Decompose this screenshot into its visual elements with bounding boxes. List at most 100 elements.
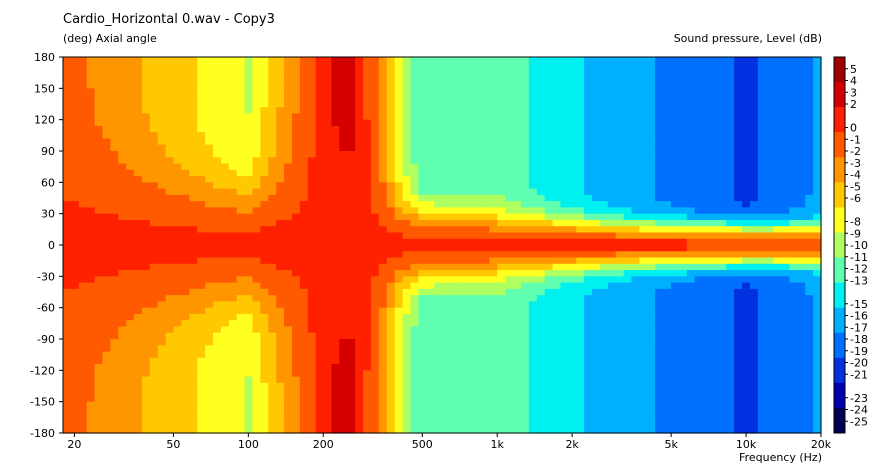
heatmap-cell: [473, 257, 483, 265]
heatmap-cell: [110, 163, 119, 171]
heatmap-cell: [536, 320, 546, 328]
heatmap-cell: [607, 88, 617, 96]
heatmap-cell: [189, 125, 198, 133]
heatmap-cell: [576, 138, 585, 146]
heatmap-cell: [315, 232, 325, 240]
heatmap-cell: [78, 188, 88, 196]
heatmap-cell: [78, 263, 88, 271]
heatmap-cell: [260, 282, 269, 290]
heatmap-cell: [363, 69, 372, 77]
heatmap-cell: [205, 201, 214, 208]
heatmap-cell: [252, 94, 261, 102]
heatmap-cell: [481, 263, 490, 271]
heatmap-cell: [299, 238, 309, 246]
heatmap-cell: [599, 351, 609, 359]
heatmap-cell: [228, 345, 238, 353]
heatmap-cell: [552, 376, 562, 384]
heatmap-cell: [126, 345, 135, 353]
heatmap-cell: [355, 357, 364, 365]
heatmap-cell: [260, 219, 269, 227]
heatmap-cell: [402, 313, 412, 321]
heatmap-cell: [363, 326, 372, 334]
heatmap-cell: [141, 420, 151, 428]
heatmap-cell: [647, 213, 656, 221]
heatmap-cell: [94, 282, 104, 290]
heatmap-cell: [63, 326, 72, 334]
heatmap-cell: [663, 320, 672, 328]
heatmap-cell: [94, 270, 104, 277]
heatmap-cell: [331, 263, 340, 271]
heatmap-cell: [505, 82, 514, 89]
heatmap-cell: [347, 288, 356, 296]
heatmap-cell: [710, 82, 719, 89]
heatmap-cell: [663, 245, 672, 252]
heatmap-cell: [213, 201, 222, 208]
heatmap-cell: [655, 219, 664, 227]
heatmap-cell: [94, 370, 104, 378]
heatmap-cell: [386, 414, 396, 422]
heatmap-cell: [181, 194, 190, 202]
heatmap-cell: [418, 138, 427, 146]
heatmap-cell: [228, 420, 238, 428]
heatmap-cell: [197, 401, 206, 409]
heatmap-cell: [615, 232, 625, 240]
heatmap-cell: [497, 207, 506, 215]
heatmap-cell: [102, 351, 111, 359]
heatmap-cell: [110, 426, 119, 434]
heatmap-cell: [505, 163, 514, 171]
heatmap-cell: [442, 163, 451, 171]
heatmap-cell: [576, 270, 585, 277]
heatmap-cell: [291, 188, 301, 196]
heatmap-cell: [307, 332, 317, 340]
heatmap-cell: [181, 370, 190, 378]
heatmap-cell: [520, 382, 530, 390]
heatmap-cell: [386, 339, 396, 346]
heatmap-cell: [465, 132, 475, 140]
heatmap-cell: [197, 251, 206, 259]
heatmap-cell: [607, 276, 617, 284]
heatmap-cell: [197, 263, 206, 271]
heatmap-cell: [457, 339, 467, 346]
heatmap-cell: [631, 182, 640, 190]
heatmap-cell: [252, 144, 261, 152]
heatmap-cell: [228, 276, 238, 284]
heatmap-cell: [236, 201, 246, 208]
heatmap-cell: [647, 232, 656, 240]
heatmap-cell: [655, 238, 664, 246]
heatmap-cell: [592, 226, 601, 234]
heatmap-cell: [544, 151, 554, 158]
heatmap-cell: [363, 245, 372, 252]
heatmap-cell: [686, 245, 696, 252]
heatmap-cell: [165, 345, 175, 353]
heatmap-cell: [299, 326, 309, 334]
heatmap-cell: [260, 339, 269, 346]
heatmap-cell: [86, 332, 96, 340]
heatmap-cell: [118, 182, 127, 190]
heatmap-cell: [592, 376, 601, 384]
heatmap-cell: [291, 270, 301, 277]
heatmap-cell: [126, 63, 135, 71]
heatmap-cell: [220, 263, 230, 271]
heatmap-cell: [307, 313, 317, 321]
heatmap-cell: [426, 307, 435, 315]
heatmap-cell: [473, 201, 483, 208]
heatmap-cell: [78, 69, 88, 77]
heatmap-cell: [173, 144, 183, 152]
heatmap-cell: [126, 138, 135, 146]
heatmap-cell: [402, 257, 412, 265]
heatmap-cell: [86, 238, 96, 246]
heatmap-cell: [686, 389, 696, 396]
heatmap-cell: [678, 213, 688, 221]
heatmap-cell: [291, 357, 301, 365]
heatmap-cell: [639, 138, 648, 146]
heatmap-cell: [94, 232, 104, 240]
heatmap-cell: [78, 276, 88, 284]
heatmap-cell: [513, 414, 522, 422]
heatmap-cell: [394, 420, 404, 428]
heatmap-cell: [102, 176, 111, 183]
heatmap-cell: [647, 414, 656, 422]
heatmap-cell: [228, 213, 238, 221]
heatmap-cell: [434, 357, 443, 365]
heatmap-cell: [647, 238, 656, 246]
heatmap-cell: [220, 320, 230, 328]
